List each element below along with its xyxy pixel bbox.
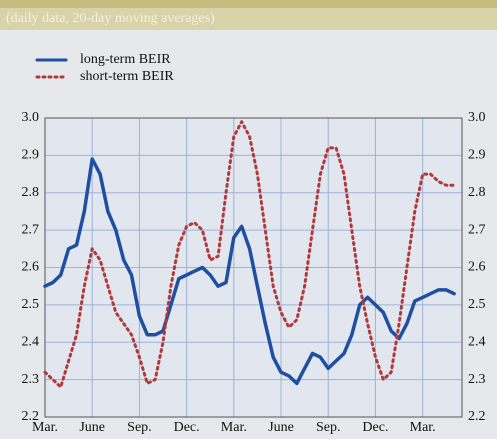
x-tick-label: Dec. xyxy=(362,420,388,435)
y-tick-label: 2.4 xyxy=(22,334,40,349)
x-tick-label: Mar. xyxy=(221,420,247,435)
legend-label: long-term BEIR xyxy=(80,52,171,67)
y2-tick-label: 2.3 xyxy=(468,372,486,387)
x-tick-label: June xyxy=(79,420,105,435)
x-tick-label: Sep. xyxy=(127,420,152,435)
y-tick-label: 2.2 xyxy=(22,409,40,424)
y2-tick-label: 2.2 xyxy=(468,409,486,424)
y2-tick-label: 2.6 xyxy=(468,260,486,275)
plot-frame xyxy=(44,117,463,418)
series-line xyxy=(43,120,456,389)
y2-tick-label: 2.5 xyxy=(468,297,486,312)
y-tick-label: 2.6 xyxy=(22,260,40,275)
y2-tick-label: 2.9 xyxy=(468,148,486,163)
x-tick-label: Dec. xyxy=(174,420,200,435)
y-tick-label: 3.0 xyxy=(22,110,40,125)
subtitle: (daily data, 20-day moving averages) xyxy=(6,11,215,26)
y2-tick-label: 3.0 xyxy=(468,110,486,125)
x-tick-label: Mar. xyxy=(410,420,436,435)
y2-tick-label: 2.4 xyxy=(468,334,486,349)
y-tick-label: 2.5 xyxy=(22,297,40,312)
header-band xyxy=(0,0,497,8)
x-tick-label: Sep. xyxy=(316,420,341,435)
series-line xyxy=(43,157,456,386)
subtitle-band xyxy=(0,8,497,30)
y-tick-label: 2.7 xyxy=(22,222,40,237)
x-tick-label: Mar. xyxy=(32,420,58,435)
y-tick-label: 2.3 xyxy=(22,372,40,387)
y2-tick-label: 2.7 xyxy=(468,222,486,237)
y-tick-label: 2.9 xyxy=(22,148,40,163)
legend-label: short-term BEIR xyxy=(80,69,174,84)
y-tick-label: 2.8 xyxy=(22,185,40,200)
y2-tick-label: 2.8 xyxy=(468,185,486,200)
x-tick-label: June xyxy=(268,420,294,435)
